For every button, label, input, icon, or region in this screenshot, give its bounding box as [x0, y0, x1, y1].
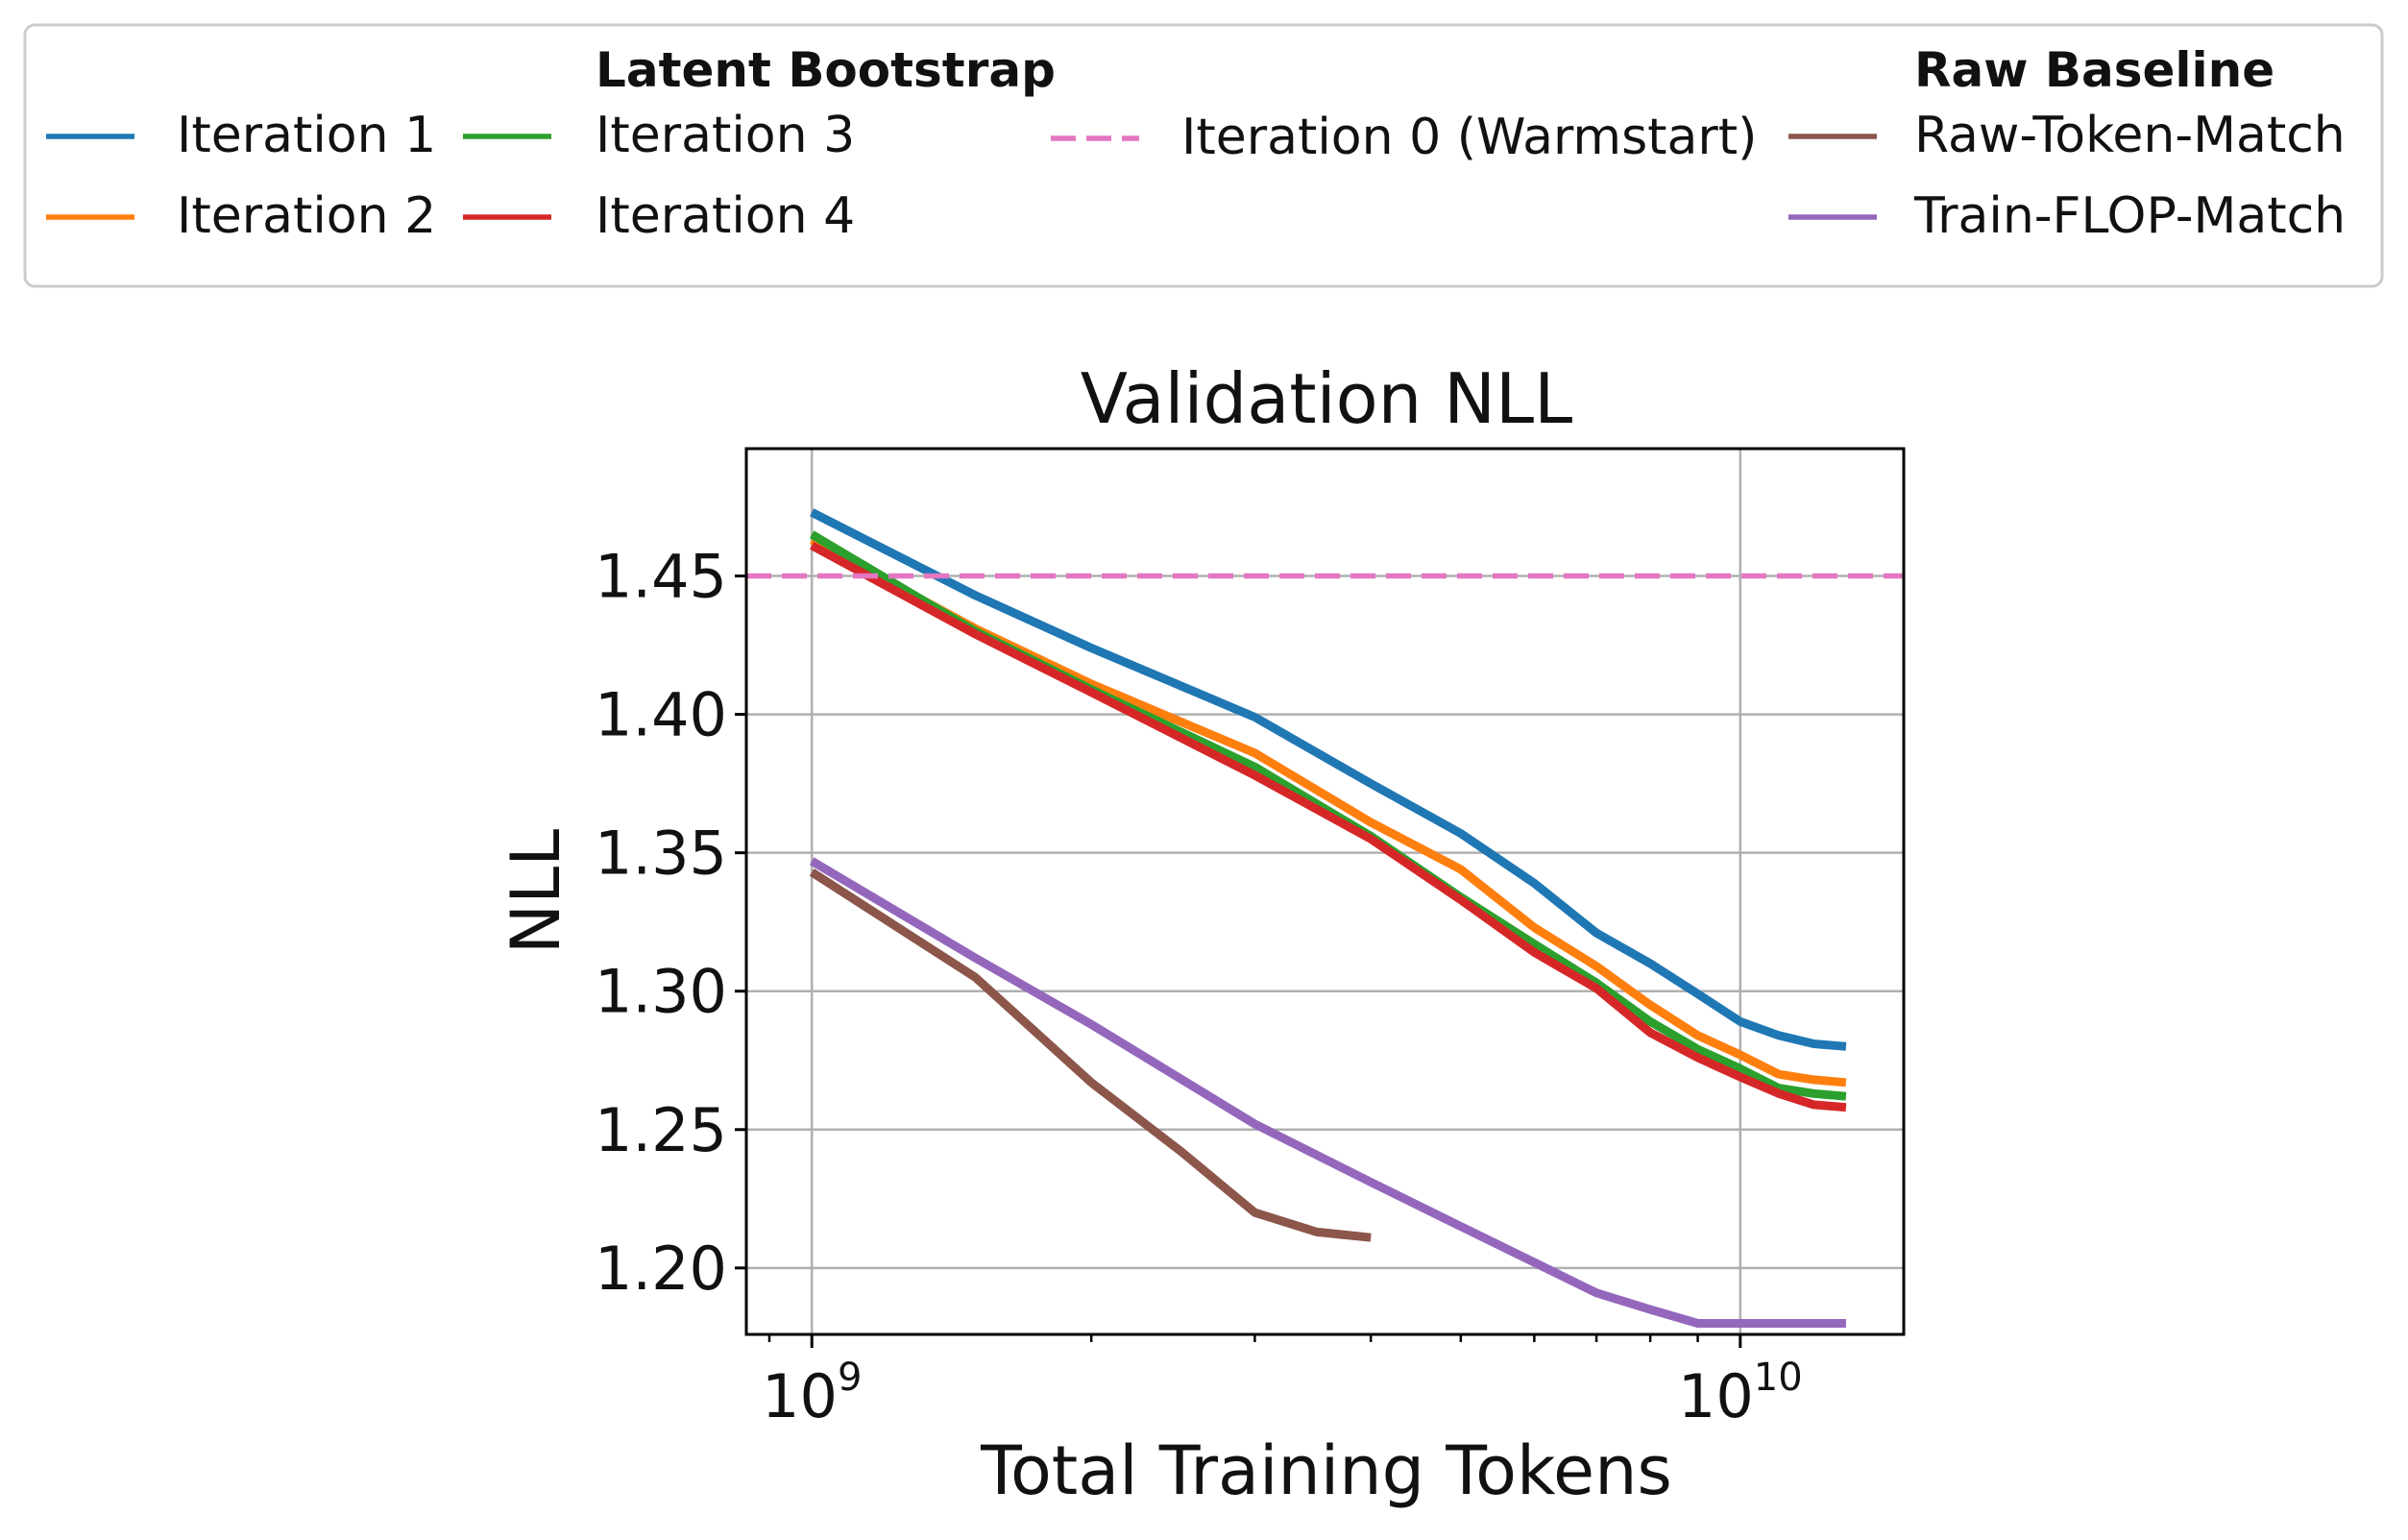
legend-label: Raw-Token-Match [1914, 107, 2346, 164]
legend-entry-iteration-1: Iteration 1 [46, 107, 436, 164]
series-line-iteration-1 [810, 508, 1847, 1051]
x-axis-label: Total Training Tokens [980, 1431, 1672, 1510]
legend-label: Iteration 2 [177, 187, 436, 245]
y-tick-label: 1.25 [595, 1095, 727, 1165]
axis-ticks: 1.20 1.25 1.30 1.35 1.40 1.45 109 1010 [595, 542, 1803, 1431]
series-lines [746, 508, 1904, 1328]
series-line-iteration-2 [810, 536, 1847, 1088]
series-line-iteration-4 [810, 541, 1847, 1112]
y-tick-label: 1.20 [595, 1234, 727, 1304]
plot-frame [744, 447, 1906, 1336]
legend-entry-train-flop-match: Train-FLOP-Match [1788, 187, 2346, 245]
legend-label: Iteration 3 [596, 107, 855, 164]
legend-group-title-raw-baseline: Raw Baseline [1914, 42, 2274, 98]
legend-entry-raw-token-match: Raw-Token-Match [1788, 107, 2346, 164]
chart-title: Validation NLL [1081, 358, 1573, 439]
legend-entries: Iteration 1 Iteration 2 Iteration 3 Iterati… [46, 107, 2346, 245]
legend-label: Iteration 0 (Warmstart) [1181, 109, 1757, 166]
series-line-train-flop-match [809, 857, 1846, 1328]
legend-entry-iteration-2: Iteration 2 [46, 187, 436, 245]
x-tick-label: 1010 [1678, 1356, 1803, 1431]
y-tick-label: 1.45 [595, 542, 727, 612]
legend-entry-iteration-4: Iteration 4 [463, 187, 855, 245]
y-axis-label: NLL [497, 829, 575, 954]
legend-label: Iteration 1 [177, 107, 436, 164]
legend-frame [23, 23, 2384, 288]
x-tick-label: 109 [762, 1356, 862, 1431]
y-tick-label: 1.30 [595, 957, 727, 1027]
legend-entry-iteration-0-warmstart: Iteration 0 (Warmstart) [1051, 109, 1757, 166]
y-tick-label: 1.35 [595, 819, 727, 889]
legend-label: Train-FLOP-Match [1913, 187, 2346, 245]
legend-label: Iteration 4 [596, 187, 855, 245]
legend-group-title-latent-bootstrap: Latent Bootstrap [596, 42, 1056, 98]
series-line-raw-token-match [809, 868, 1372, 1242]
legend: Latent Bootstrap Raw Baseline Iteration … [23, 23, 2384, 288]
legend-entry-iteration-3: Iteration 3 [463, 107, 855, 164]
plot-area [746, 449, 1904, 1334]
y-tick-label: 1.40 [595, 680, 727, 750]
